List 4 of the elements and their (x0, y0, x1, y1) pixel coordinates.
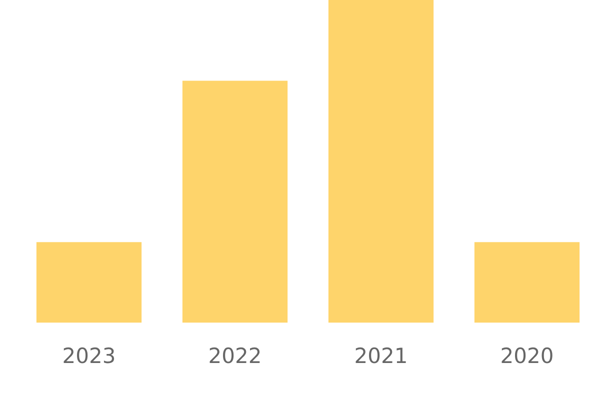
x-tick-label: 2023 (62, 344, 116, 368)
x-tick-label: 2020 (500, 344, 554, 368)
x-tick-label: 2021 (354, 344, 408, 368)
x-tick-label: 2022 (208, 344, 262, 368)
